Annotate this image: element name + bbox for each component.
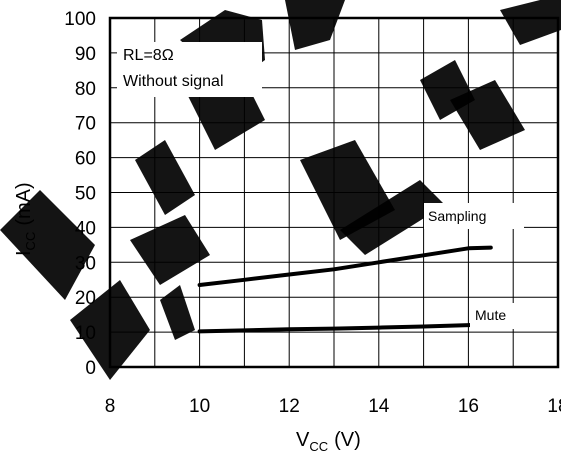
y-tick-label: 60 [75,149,96,170]
x-tick-label: 12 [279,396,300,417]
watermark-shape [450,80,525,150]
annotation-line-1: RL=8Ω [123,47,174,64]
watermark-shape [160,285,195,340]
x-tick-label: 16 [458,396,479,417]
watermark [0,0,561,380]
y-tick-label: 0 [85,358,96,379]
y-axis-title-main: I [13,250,35,256]
watermark-shape [70,280,150,380]
series-line-mute [197,322,493,334]
watermark-shape [285,0,345,50]
watermark-shape [130,215,210,285]
watermark-shape [500,0,561,45]
x-tick-label: 18 [547,396,561,417]
series-lines [197,245,493,334]
y-axis-title: ICC (mA) [13,182,38,256]
y-tick-label: 100 [64,9,96,30]
y-tick-label: 80 [75,79,96,100]
series-label-mute: Mute [475,307,506,323]
watermark-shape [135,140,195,215]
x-axis-title-sub: CC [309,439,328,454]
x-tick-label: 8 [105,396,116,417]
svg-text:VCC(V): VCC (V) [296,429,361,454]
x-axis-title-unit: (V) [334,429,361,451]
y-tick-label: 70 [75,114,96,135]
series-label-bg-sampling [424,203,524,229]
x-axis-title: VCC (V) [296,429,361,454]
series-label-sampling: Sampling [428,208,486,224]
annotation-background [117,42,262,97]
x-tick-label: 10 [189,396,210,417]
series-label-bg-mute [470,303,522,329]
x-tick-label: 14 [368,396,390,417]
x-axis-title-main: V [296,429,310,451]
annotation-line-2: Without signal [123,73,224,90]
watermark-shape [340,180,445,255]
series-line-sampling [197,245,493,287]
y-axis-title-sub: CC [23,232,38,251]
y-tick-label: 90 [75,44,96,65]
watermark-shape [0,190,95,300]
x-tick-labels: 8 10 12 14 16 18 [105,396,561,417]
y-axis-title-unit: (mA) [13,182,35,225]
y-tick-label: 50 [75,184,96,205]
svg-text:ICC(mA): ICC (mA) [13,182,38,256]
